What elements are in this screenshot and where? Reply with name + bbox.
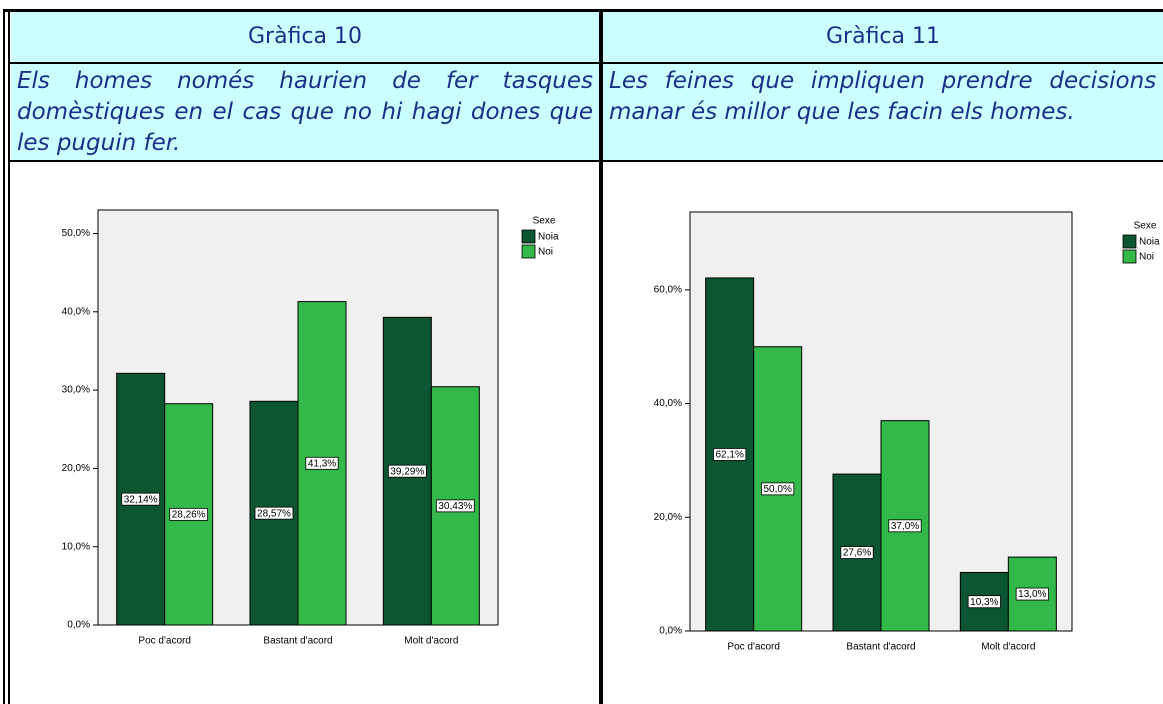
value-label: 50,0% bbox=[763, 484, 791, 495]
value-label: 28,57% bbox=[257, 508, 291, 519]
value-label-box bbox=[387, 464, 427, 478]
legend-swatch bbox=[1122, 249, 1137, 264]
value-label: 28,26% bbox=[172, 510, 206, 521]
x-tick-label: Molt d'acord bbox=[981, 642, 1035, 653]
y-tick-label: 40,0% bbox=[654, 398, 682, 409]
border bbox=[8, 62, 1163, 64]
legend-label: Noia bbox=[538, 232, 559, 243]
value-label: 39,29% bbox=[390, 466, 424, 477]
y-tick-label: 20,0% bbox=[654, 512, 682, 523]
value-label-box bbox=[888, 519, 922, 533]
y-tick-label: 60,0% bbox=[654, 285, 682, 296]
legend-swatch bbox=[521, 229, 536, 244]
x-tick-label: Molt d'acord bbox=[404, 636, 458, 647]
x-tick-label: Bastant d'acord bbox=[263, 636, 332, 647]
legend-label: Noi bbox=[1139, 252, 1154, 263]
border bbox=[8, 9, 10, 704]
border bbox=[599, 9, 603, 704]
x-tick-label: Poc d'acord bbox=[727, 642, 780, 653]
x-tick-label: Poc d'acord bbox=[138, 636, 191, 647]
value-label-box bbox=[967, 595, 1001, 609]
border bbox=[3, 9, 5, 704]
value-label-box bbox=[713, 448, 747, 461]
header-cell: Gràfica 11 bbox=[603, 12, 1163, 62]
legend-label: Noi bbox=[538, 247, 553, 258]
value-label: 32,14% bbox=[124, 494, 158, 505]
border bbox=[8, 160, 1163, 162]
value-label: 13,0% bbox=[1018, 589, 1046, 600]
legend-label: Noia bbox=[1139, 237, 1160, 248]
value-label: 27,6% bbox=[843, 548, 871, 559]
y-tick-label: 0,0% bbox=[659, 626, 682, 637]
legend-swatch bbox=[1122, 234, 1137, 249]
value-label: 30,43% bbox=[438, 501, 472, 512]
value-label-box bbox=[169, 507, 209, 521]
statement-cell: Els homes només haurien de fer tasques d… bbox=[11, 64, 599, 160]
value-label-box bbox=[305, 456, 339, 470]
y-tick-label: 10,0% bbox=[62, 541, 90, 552]
value-label-box bbox=[840, 546, 874, 559]
y-tick-label: 50,0% bbox=[62, 228, 90, 239]
y-tick-label: 0,0% bbox=[67, 620, 90, 631]
legend-title: Sexe bbox=[533, 216, 556, 227]
value-label: 62,1% bbox=[715, 450, 743, 461]
value-label: 41,3% bbox=[308, 458, 336, 469]
border bbox=[3, 9, 1163, 12]
value-label-box bbox=[121, 492, 161, 506]
value-label-box bbox=[1015, 587, 1049, 601]
y-tick-label: 20,0% bbox=[62, 463, 90, 474]
header-cell: Gràfica 10 bbox=[11, 12, 599, 62]
legend-title: Sexe bbox=[1134, 221, 1157, 232]
value-label: 37,0% bbox=[891, 521, 919, 532]
value-label: 10,3% bbox=[970, 597, 998, 608]
statement-cell: Les feines que impliquen prendre decisio… bbox=[603, 64, 1163, 160]
value-label-box bbox=[761, 482, 795, 496]
y-tick-label: 30,0% bbox=[62, 385, 90, 396]
x-tick-label: Bastant d'acord bbox=[846, 642, 915, 653]
value-label-box bbox=[254, 506, 294, 520]
y-tick-label: 40,0% bbox=[62, 306, 90, 317]
value-label-box bbox=[435, 499, 475, 513]
legend-swatch bbox=[521, 244, 536, 259]
